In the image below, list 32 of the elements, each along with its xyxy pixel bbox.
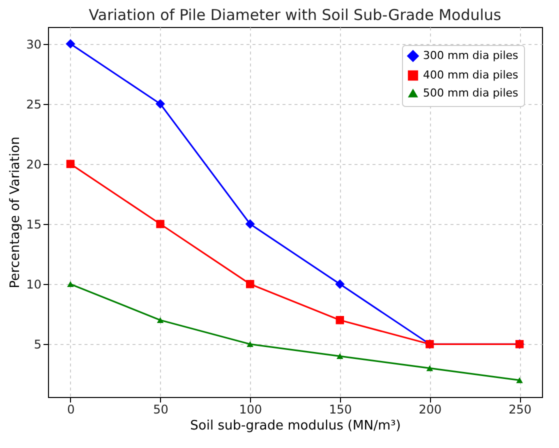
point — [156, 220, 164, 228]
point — [336, 353, 344, 360]
point — [66, 160, 75, 168]
chart-title: Variation of Pile Diameter with Soil Sub-Grade Modulus — [88, 6, 502, 24]
point — [426, 365, 434, 372]
point — [336, 316, 344, 324]
point — [156, 317, 164, 324]
legend-label: 500 mm dia piles — [423, 86, 519, 100]
point — [66, 39, 76, 49]
point — [245, 219, 255, 229]
y-tick-label: 5 — [34, 338, 42, 352]
x-axis-title: Soil sub-grade modulus (MN/m³) — [190, 418, 401, 434]
y-tick-label: 20 — [26, 157, 42, 172]
x-tick-label: 200 — [418, 402, 442, 416]
legend-label: 300 mm dia piles — [423, 49, 519, 62]
point — [67, 281, 74, 287]
y-tick-label: 30 — [26, 37, 42, 52]
y-tick-label: 15 — [26, 218, 42, 232]
point — [516, 377, 523, 384]
point — [335, 279, 345, 289]
x-tick-label: 50 — [153, 402, 168, 416]
x-tick-label: 150 — [328, 402, 352, 416]
y-tick-label: 25 — [26, 97, 42, 112]
point — [246, 341, 254, 348]
x-tick-label: 0 — [67, 402, 75, 416]
y-tick-label: 10 — [26, 278, 42, 292]
point — [156, 99, 166, 109]
legend-label: 400 mm dia piles — [423, 68, 519, 82]
x-tick-label: 250 — [508, 402, 532, 416]
point — [246, 280, 254, 288]
y-axis-title: Percentage of Variation — [8, 136, 24, 288]
x-tick-label: 100 — [239, 402, 262, 416]
